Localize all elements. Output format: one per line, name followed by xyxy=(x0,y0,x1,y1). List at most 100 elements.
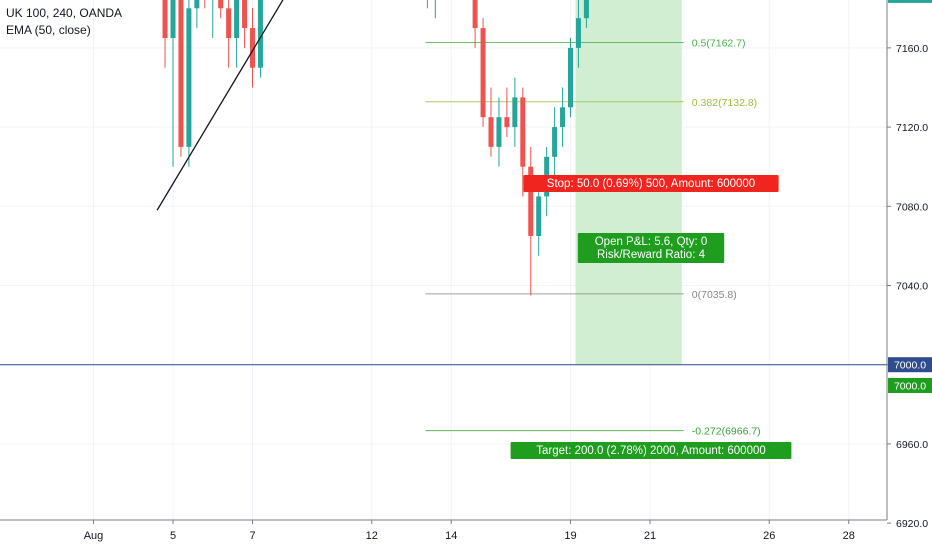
price-tag-text: 7000.0 xyxy=(894,360,926,372)
candle xyxy=(212,0,214,38)
x-tick-label: 14 xyxy=(445,530,457,542)
fib-level-label: 0.5(7162.7) xyxy=(692,38,746,50)
candle-body xyxy=(575,18,581,48)
candle xyxy=(568,38,573,118)
x-tick-label: 5 xyxy=(170,530,176,542)
x-tick-label: 12 xyxy=(366,530,378,542)
candle xyxy=(234,0,240,68)
y-tick-label: 6960.0 xyxy=(896,439,928,451)
price-tag-bg xyxy=(888,0,932,3)
candle xyxy=(170,0,176,167)
candle-body xyxy=(186,8,192,147)
candle-body xyxy=(194,0,200,9)
candle-body xyxy=(257,0,263,68)
candle-body xyxy=(242,0,248,29)
candle xyxy=(520,87,526,197)
x-tick-label: 28 xyxy=(843,530,855,542)
price-tag-text: 03:28:22 xyxy=(890,0,931,2)
price-tag-text: 7000.0 xyxy=(894,380,926,392)
candle-body xyxy=(528,166,534,236)
candle xyxy=(434,0,436,19)
candle xyxy=(186,0,192,167)
candle-body xyxy=(250,28,255,68)
candle-body xyxy=(512,97,518,128)
candle-body xyxy=(560,107,566,128)
y-tick-label: 7160.0 xyxy=(896,43,928,55)
candle xyxy=(257,0,263,78)
pnl-label-text: Open P&L: 5.6, Qty: 0 xyxy=(595,236,708,248)
candle xyxy=(204,0,206,9)
candle xyxy=(226,0,232,68)
x-tick-label: 26 xyxy=(763,530,775,542)
candle-body xyxy=(162,0,168,38)
candle-body xyxy=(583,0,589,19)
candle-body xyxy=(496,117,502,147)
x-tick-label: 21 xyxy=(644,530,656,542)
target-label: Target: 200.0 (2.78%) 2000, Amount: 6000… xyxy=(510,442,792,459)
candle-body xyxy=(472,0,478,29)
price-tag-bg xyxy=(888,377,932,393)
candle-body xyxy=(568,47,573,108)
x-tick-label: Aug xyxy=(84,530,104,542)
fib-level-label: 0.382(7132.8) xyxy=(692,97,757,109)
y-tick-label: 7120.0 xyxy=(896,122,928,134)
candle xyxy=(242,0,248,48)
candle-body xyxy=(504,117,510,128)
candle xyxy=(504,87,510,137)
stop-label: Stop: 50.0 (0.69%) 500, Amount: 600000 xyxy=(523,175,779,192)
price-tag-bg xyxy=(888,357,932,373)
fib-retracement[interactable]: 1(7289.6)0.786(7235.3)0.618(7192.7)0.5(7… xyxy=(425,0,761,438)
target-label-bg xyxy=(510,442,792,459)
chart-legend: UK 100, 240, OANDA EMA (50, close) xyxy=(6,5,122,39)
candle xyxy=(426,0,428,9)
price-axis-bg xyxy=(887,0,932,550)
candle xyxy=(552,107,558,177)
candle-body xyxy=(218,0,224,9)
x-tick-label: 7 xyxy=(249,530,255,542)
y-tick-label: 7080.0 xyxy=(896,201,928,213)
candle xyxy=(512,77,518,147)
candle xyxy=(480,18,486,128)
candle-body xyxy=(488,117,494,147)
target-label-text: Target: 200.0 (2.78%) 2000, Amount: 6000… xyxy=(536,445,766,457)
symbol-title: UK 100, 240, OANDA xyxy=(6,6,123,20)
y-tick-label: 6920.0 xyxy=(896,518,928,530)
candle xyxy=(218,0,224,19)
fib-level-label: -0.272(6966.7) xyxy=(692,426,761,438)
horizontal-lines xyxy=(0,364,887,366)
candle xyxy=(194,0,200,29)
candle xyxy=(162,0,168,68)
candle xyxy=(560,87,566,147)
candle-body xyxy=(234,0,240,38)
trendline[interactable] xyxy=(156,0,435,211)
candle xyxy=(496,97,502,167)
candle-body xyxy=(520,97,526,167)
stop-label-text: Stop: 50.0 (0.69%) 500, Amount: 600000 xyxy=(547,178,755,190)
position-labels[interactable]: Stop: 50.0 (0.69%) 500, Amount: 600000 Ta… xyxy=(510,175,792,459)
stop-label-bg xyxy=(523,175,779,192)
candle-body xyxy=(170,0,176,38)
indicator-title: EMA (50, close) xyxy=(6,23,91,37)
pnl-label-bg xyxy=(577,233,725,263)
candle-body xyxy=(178,0,184,147)
candle-body xyxy=(226,8,232,39)
candles xyxy=(162,0,589,296)
y-tick-label: 7040.0 xyxy=(896,281,928,293)
fib-level-label: 0(7035.8) xyxy=(692,289,737,301)
candle-body xyxy=(536,196,542,236)
candle xyxy=(583,0,589,29)
x-tick-label: 19 xyxy=(564,530,576,542)
candle-body xyxy=(552,127,558,157)
candle xyxy=(472,0,478,48)
time-axis-bg xyxy=(0,520,932,550)
candle xyxy=(250,8,255,88)
candle xyxy=(178,0,184,157)
pnl-label-text: Risk/Reward Ratio: 4 xyxy=(597,249,706,261)
candle-body xyxy=(480,28,486,118)
candle xyxy=(575,0,581,68)
candle xyxy=(528,146,534,296)
